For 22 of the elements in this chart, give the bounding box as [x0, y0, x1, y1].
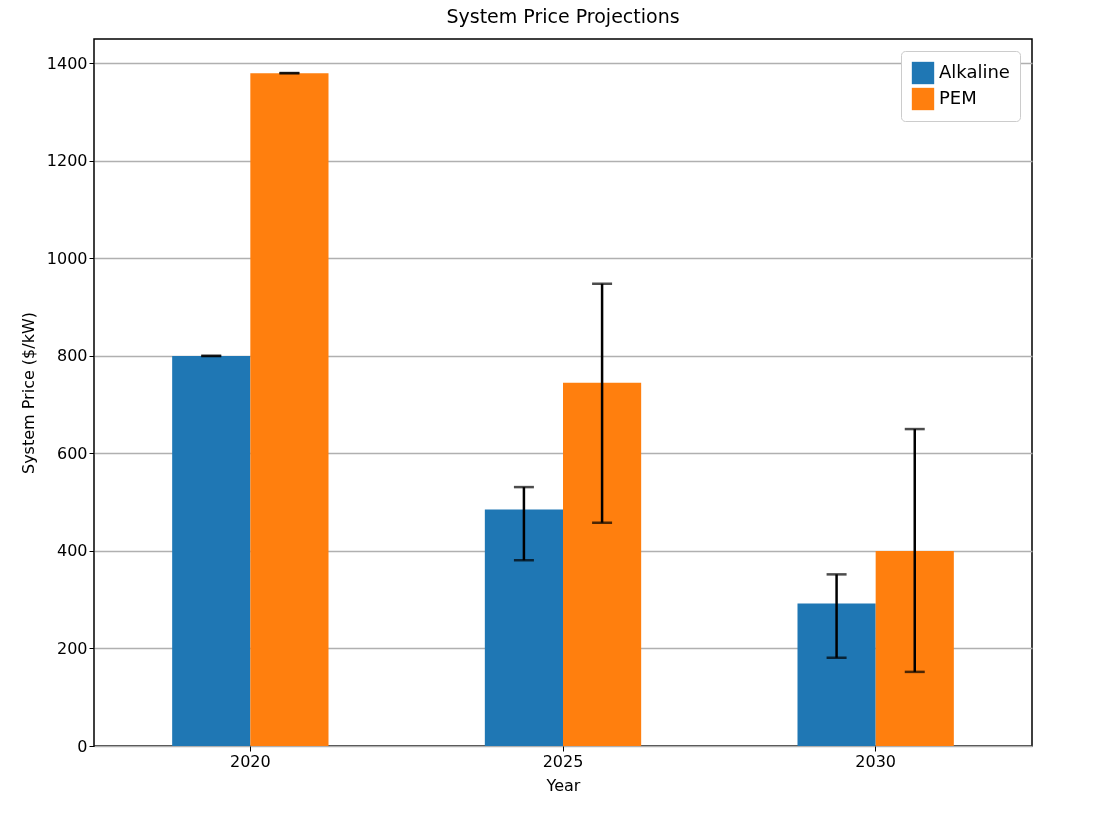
y-tick-label: 1200: [46, 151, 88, 171]
chart-title: System Price Projections: [446, 5, 680, 27]
bar: [875, 550, 954, 746]
legend-label: PEM: [939, 87, 977, 108]
y-tick-label: 400: [56, 541, 88, 561]
y-axis-title: System Price ($/kW): [18, 311, 38, 475]
y-tick-label: 600: [56, 443, 88, 463]
legend-label: Alkaline: [939, 61, 1010, 82]
y-tick-label: 1400: [46, 53, 88, 73]
bar: [563, 382, 642, 746]
bar: [797, 603, 876, 746]
y-tick-label: 1000: [46, 248, 88, 268]
bar: [484, 509, 563, 746]
x-tick-label: 2030: [855, 751, 897, 771]
y-tick-label: 800: [56, 346, 88, 366]
x-tick-label: 2020: [229, 751, 271, 771]
y-tick-label: 0: [77, 736, 88, 756]
x-axis-title: Year: [545, 775, 581, 795]
y-tick-label: 200: [56, 638, 88, 658]
bar: [250, 73, 329, 746]
x-tick-label: 2025: [542, 751, 584, 771]
bar: [172, 355, 251, 746]
